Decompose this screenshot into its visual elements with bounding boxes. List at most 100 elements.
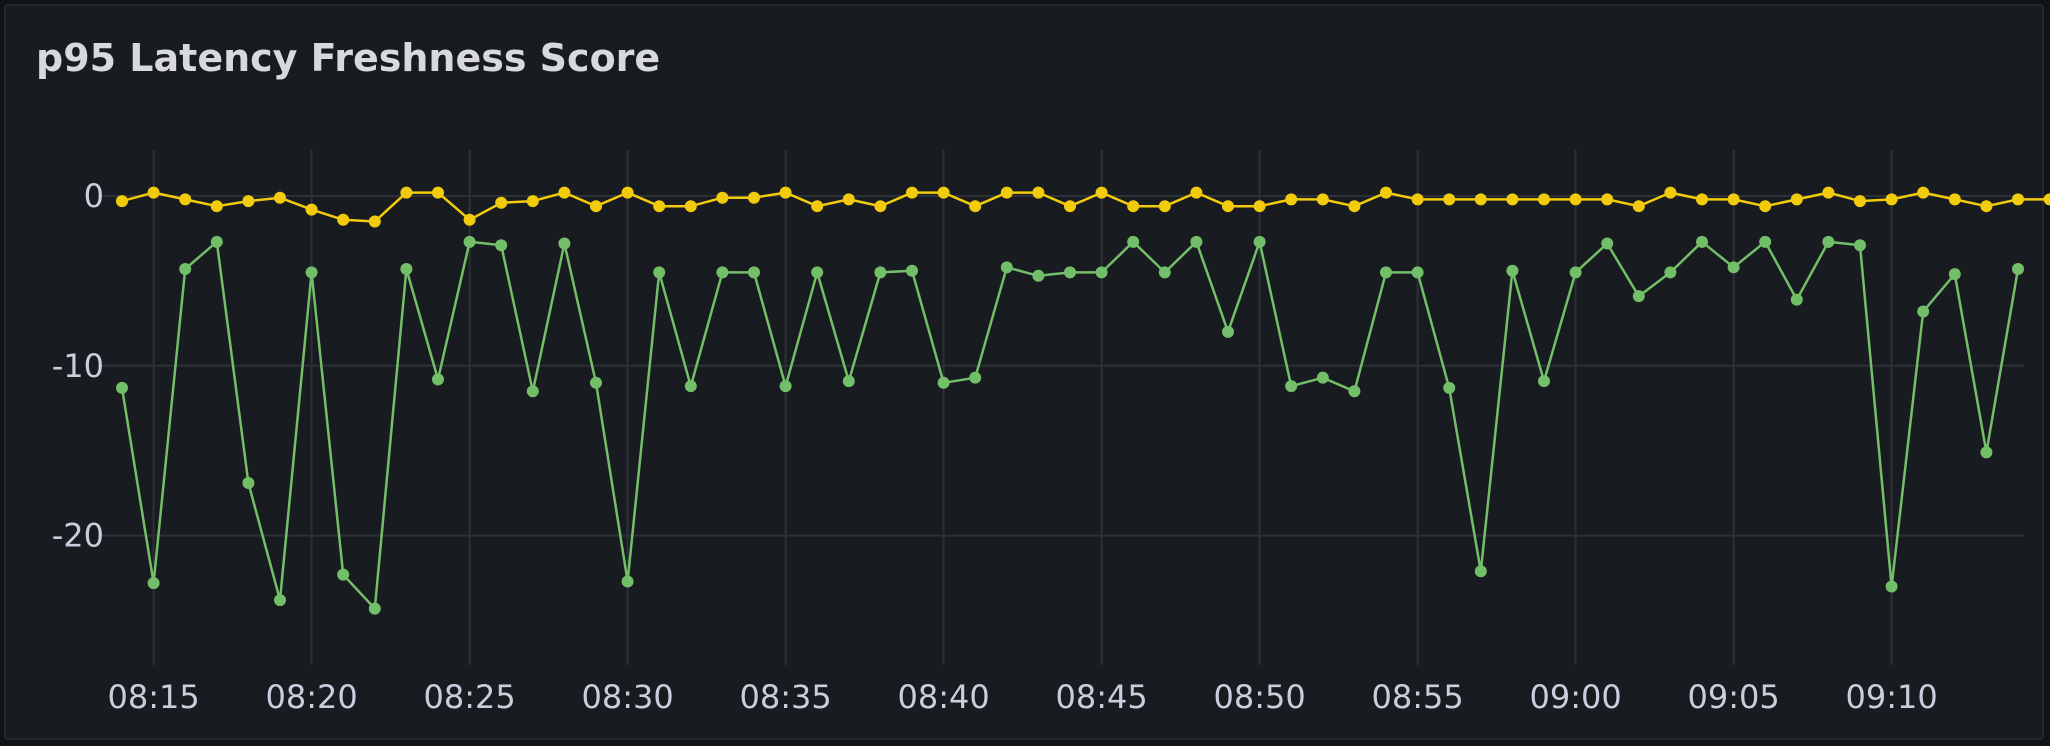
data-point[interactable] bbox=[432, 186, 444, 199]
data-point[interactable] bbox=[432, 373, 444, 386]
data-point[interactable] bbox=[842, 375, 855, 388]
data-point[interactable] bbox=[1727, 193, 1740, 206]
data-point[interactable] bbox=[1696, 193, 1708, 206]
data-point[interactable] bbox=[1632, 200, 1645, 213]
data-point[interactable] bbox=[1127, 200, 1140, 213]
data-point[interactable] bbox=[1222, 200, 1234, 213]
data-point[interactable] bbox=[1759, 200, 1772, 213]
data-point[interactable] bbox=[1158, 200, 1171, 213]
data-point[interactable] bbox=[463, 213, 476, 226]
data-point[interactable] bbox=[590, 376, 602, 389]
data-point[interactable] bbox=[1790, 293, 1803, 306]
data-point[interactable] bbox=[1095, 266, 1108, 279]
data-point[interactable] bbox=[1316, 193, 1329, 206]
data-point[interactable] bbox=[906, 264, 918, 277]
data-point[interactable] bbox=[1601, 237, 1614, 250]
data-point[interactable] bbox=[842, 193, 855, 206]
data-point[interactable] bbox=[1253, 235, 1266, 248]
data-point[interactable] bbox=[400, 186, 413, 199]
data-point[interactable] bbox=[1538, 193, 1550, 206]
data-point[interactable] bbox=[147, 577, 160, 590]
data-point[interactable] bbox=[779, 186, 792, 199]
data-point[interactable] bbox=[716, 191, 729, 204]
data-point[interactable] bbox=[937, 376, 950, 389]
data-point[interactable] bbox=[874, 266, 887, 279]
data-point[interactable] bbox=[1696, 235, 1708, 248]
data-point[interactable] bbox=[210, 235, 223, 248]
data-point[interactable] bbox=[179, 263, 192, 276]
data-point[interactable] bbox=[242, 476, 255, 489]
data-point[interactable] bbox=[147, 186, 160, 199]
data-point[interactable] bbox=[1348, 200, 1361, 213]
data-point[interactable] bbox=[495, 239, 508, 252]
data-point[interactable] bbox=[1222, 325, 1234, 338]
data-point[interactable] bbox=[1474, 193, 1487, 206]
data-point[interactable] bbox=[116, 195, 128, 208]
data-point[interactable] bbox=[1443, 381, 1456, 394]
data-point[interactable] bbox=[684, 200, 697, 213]
data-point[interactable] bbox=[748, 191, 760, 204]
data-point[interactable] bbox=[1601, 193, 1614, 206]
data-point[interactable] bbox=[274, 191, 286, 204]
data-point[interactable] bbox=[1127, 235, 1140, 248]
data-point[interactable] bbox=[274, 594, 286, 607]
data-point[interactable] bbox=[526, 195, 539, 208]
data-point[interactable] bbox=[1158, 266, 1171, 279]
data-point[interactable] bbox=[210, 200, 223, 213]
data-point[interactable] bbox=[653, 200, 666, 213]
data-point[interactable] bbox=[653, 266, 666, 279]
data-point[interactable] bbox=[1948, 268, 1961, 281]
data-point[interactable] bbox=[1632, 290, 1645, 303]
data-point[interactable] bbox=[1474, 565, 1487, 578]
data-point[interactable] bbox=[1980, 200, 1993, 213]
data-point[interactable] bbox=[1664, 266, 1677, 279]
data-point[interactable] bbox=[337, 568, 350, 581]
data-point[interactable] bbox=[242, 195, 255, 208]
data-point[interactable] bbox=[1917, 186, 1930, 199]
data-point[interactable] bbox=[558, 237, 571, 250]
data-point[interactable] bbox=[1190, 235, 1203, 248]
data-point[interactable] bbox=[305, 266, 318, 279]
data-point[interactable] bbox=[1854, 195, 1866, 208]
data-point[interactable] bbox=[558, 186, 571, 199]
data-point[interactable] bbox=[1411, 193, 1424, 206]
data-point[interactable] bbox=[400, 263, 413, 276]
panel-title[interactable]: p95 Latency Freshness Score bbox=[36, 36, 661, 80]
data-point[interactable] bbox=[1822, 235, 1835, 248]
data-point[interactable] bbox=[1885, 193, 1898, 206]
data-point[interactable] bbox=[1032, 186, 1045, 199]
data-point[interactable] bbox=[590, 200, 602, 213]
data-point[interactable] bbox=[495, 196, 508, 209]
data-point[interactable] bbox=[1664, 186, 1677, 199]
data-point[interactable] bbox=[1064, 266, 1076, 279]
data-point[interactable] bbox=[368, 602, 381, 615]
data-point[interactable] bbox=[874, 200, 887, 213]
data-point[interactable] bbox=[937, 186, 950, 199]
data-point[interactable] bbox=[305, 203, 318, 216]
data-point[interactable] bbox=[337, 213, 350, 226]
data-point[interactable] bbox=[1569, 193, 1582, 206]
data-point[interactable] bbox=[1854, 239, 1866, 252]
data-point[interactable] bbox=[1790, 193, 1803, 206]
data-point[interactable] bbox=[2012, 193, 2024, 206]
data-point[interactable] bbox=[621, 186, 634, 199]
data-point[interactable] bbox=[1032, 269, 1045, 282]
data-point[interactable] bbox=[748, 266, 760, 279]
data-point[interactable] bbox=[116, 381, 128, 394]
data-point[interactable] bbox=[1948, 193, 1961, 206]
data-point[interactable] bbox=[1095, 186, 1108, 199]
data-point[interactable] bbox=[1316, 371, 1329, 384]
data-point[interactable] bbox=[1285, 193, 1298, 206]
data-point[interactable] bbox=[716, 266, 729, 279]
data-point[interactable] bbox=[1885, 580, 1898, 593]
data-point[interactable] bbox=[906, 186, 918, 199]
data-point[interactable] bbox=[969, 200, 982, 213]
data-point[interactable] bbox=[621, 575, 634, 588]
data-point[interactable] bbox=[811, 200, 824, 213]
data-point[interactable] bbox=[2043, 193, 2050, 206]
data-point[interactable] bbox=[2012, 263, 2024, 276]
data-point[interactable] bbox=[1411, 266, 1424, 279]
data-point[interactable] bbox=[463, 235, 476, 248]
data-point[interactable] bbox=[1443, 193, 1456, 206]
data-point[interactable] bbox=[368, 215, 381, 228]
